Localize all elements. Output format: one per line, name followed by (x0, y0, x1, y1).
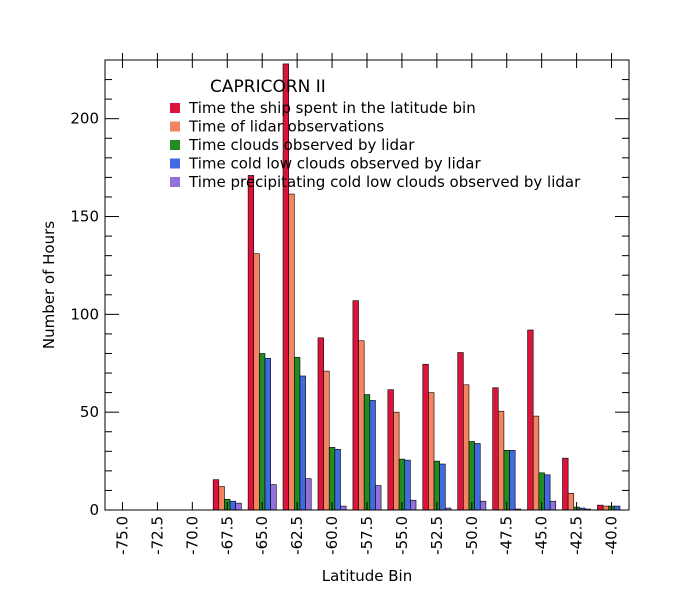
bar-5--57.5 (375, 485, 382, 511)
bar-5--67.5 (235, 502, 242, 511)
bar-2--67.5 (218, 486, 225, 511)
bar-5--50.0 (479, 500, 487, 511)
y-axis-title: Number of Hours (40, 221, 58, 349)
bar-2--47.5 (497, 410, 505, 511)
legend-swatch (170, 158, 180, 169)
bar-1--42.5 (562, 457, 569, 511)
bar-2--45.0 (532, 415, 540, 511)
legend-label: Time clouds observed by lidar (188, 136, 415, 154)
legend-label: Time cold low clouds observed by lidar (188, 155, 481, 173)
y-tick-label: 50 (80, 403, 99, 421)
x-tick-label: -52.5 (428, 516, 446, 555)
y-tick-label: 100 (70, 305, 99, 323)
legend-label: Time the ship spent in the latitude bin (188, 99, 476, 117)
bar-1--40.0 (597, 504, 604, 511)
ticks-layer (105, 53, 629, 511)
legend: Time the ship spent in the latitude binT… (170, 99, 581, 191)
x-tick-label: -72.5 (148, 516, 166, 555)
chart-title: CAPRICORN II (210, 77, 326, 97)
bar-2--40.0 (602, 505, 610, 511)
bar-2--50.0 (463, 384, 470, 511)
bar-2--65.0 (253, 253, 260, 511)
bar-4--50.0 (474, 443, 481, 511)
x-tick-label: -67.5 (218, 516, 236, 555)
x-tick-label: -62.5 (288, 516, 306, 555)
bar-5--45.0 (549, 500, 557, 511)
bar-4--57.5 (369, 400, 376, 511)
bar-1--67.5 (212, 479, 220, 511)
bar-3--57.5 (363, 394, 371, 511)
legend-label: Time of lidar observations (188, 118, 384, 136)
bar-4--55.0 (404, 459, 411, 511)
bar-2--52.5 (428, 392, 435, 511)
bar-3--60.0 (328, 447, 336, 511)
bar-5--55.0 (410, 499, 417, 511)
x-tick-label: -60.0 (323, 516, 341, 555)
y-tick-label: 200 (70, 110, 99, 128)
bar-3--47.5 (503, 450, 510, 511)
bar-2--57.5 (358, 340, 365, 511)
bar-5--65.0 (270, 484, 277, 511)
bar-4--40.0 (614, 505, 621, 511)
x-tick-label: -47.5 (498, 516, 516, 555)
y-tick-labels: 0 50 100 150 200 (70, 110, 99, 519)
x-tick-label: -57.5 (358, 516, 376, 555)
x-tick-label: -50.0 (463, 516, 481, 555)
bar-1--65.0 (247, 175, 255, 511)
x-tick-label: -65.0 (253, 516, 271, 555)
x-tick-label: -42.5 (568, 516, 586, 555)
bar-4--45.0 (544, 474, 551, 511)
x-tick-label: -70.0 (183, 516, 201, 555)
bar-4--60.0 (334, 449, 341, 511)
bar-4--52.5 (439, 463, 446, 511)
legend-swatch (170, 103, 180, 113)
legend-swatch (170, 177, 180, 187)
bar-3--62.5 (294, 357, 301, 511)
bar-1--47.5 (492, 387, 499, 511)
bar-1--57.5 (352, 300, 359, 511)
x-tick-label: -45.0 (533, 516, 551, 555)
bar-4--65.0 (264, 358, 271, 511)
y-tick-label: 150 (70, 208, 99, 226)
x-tick-label: -75.0 (113, 516, 131, 555)
bar-1--60.0 (317, 337, 324, 511)
bar-2--60.0 (323, 370, 330, 511)
bar-1--52.5 (422, 363, 429, 511)
bar-4--62.5 (299, 375, 306, 511)
bars-layer (212, 63, 621, 511)
bar-1--50.0 (457, 352, 464, 511)
bar-4--47.5 (509, 450, 516, 511)
bar-5--62.5 (305, 478, 312, 511)
legend-swatch (170, 140, 180, 150)
bar-3--65.0 (259, 353, 266, 511)
y-tick-label: 0 (89, 501, 99, 519)
x-axis-title: Latitude Bin (322, 567, 412, 585)
bar-2--55.0 (393, 411, 400, 511)
bar-2--62.5 (288, 193, 295, 511)
x-tick-label: -55.0 (393, 516, 411, 555)
legend-swatch (170, 121, 180, 132)
bar-3--50.0 (468, 441, 475, 511)
bar-2--42.5 (567, 493, 575, 511)
x-tick-label: -40.0 (603, 516, 621, 555)
bar-5--60.0 (340, 505, 347, 511)
legend-label: Time precipitating cold low clouds obser… (188, 173, 581, 191)
x-tick-labels: -75.0 -72.5 -70.0 -67.5 -65.0 -62.5 -60.0 -57.5… (113, 516, 620, 555)
bar-1--55.0 (387, 389, 394, 511)
bar-1--45.0 (527, 329, 534, 511)
bar-4--67.5 (229, 500, 237, 511)
